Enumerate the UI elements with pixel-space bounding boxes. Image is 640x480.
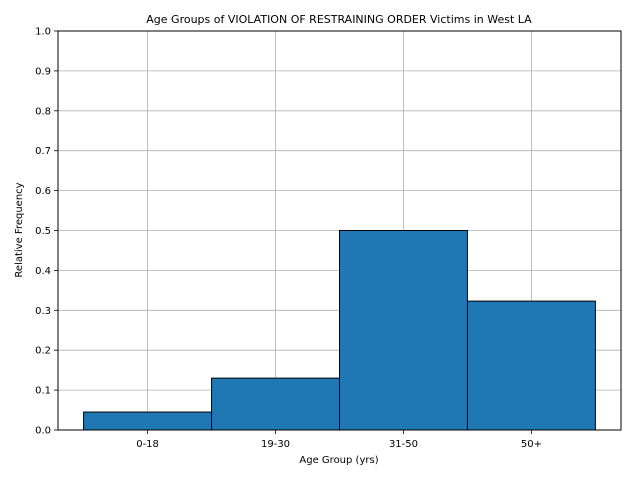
x-tick-label: 50+: [521, 439, 542, 450]
y-tick-label: 0.2: [35, 346, 51, 357]
x-tick-label: 19-30: [261, 439, 290, 450]
chart-title: Age Groups of VIOLATION OF RESTRAINING O…: [146, 13, 532, 26]
bar-0-18: [83, 411, 213, 431]
y-axis-ticks: 0.0 0.1 0.2 0.3 0.4 0.5 0.6 0.7 0.8 0.9 1.0: [35, 27, 58, 437]
y-tick-label: 0.8: [35, 106, 51, 117]
bars: [83, 230, 596, 431]
y-axis-label: Relative Frequency: [14, 182, 25, 277]
bar-19-30: [211, 377, 340, 431]
y-tick-label: 0.5: [35, 226, 51, 237]
y-tick-label: 1.0: [35, 27, 51, 38]
y-tick-label: 0.9: [35, 66, 51, 77]
bar-31-50: [339, 230, 468, 431]
x-tick-label: 0-18: [136, 439, 159, 450]
x-axis-ticks: 0-18 19-30 31-50 50+: [136, 430, 542, 450]
x-tick-label: 31-50: [389, 439, 418, 450]
y-tick-label: 0.6: [35, 186, 51, 197]
y-tick-label: 0.4: [35, 266, 51, 277]
bar-50+: [466, 300, 596, 431]
y-tick-label: 0.0: [35, 426, 51, 437]
x-axis-label: Age Group (yrs): [299, 455, 378, 466]
y-tick-label: 0.3: [35, 306, 51, 317]
y-tick-label: 0.7: [35, 146, 51, 157]
y-tick-label: 0.1: [35, 386, 51, 397]
